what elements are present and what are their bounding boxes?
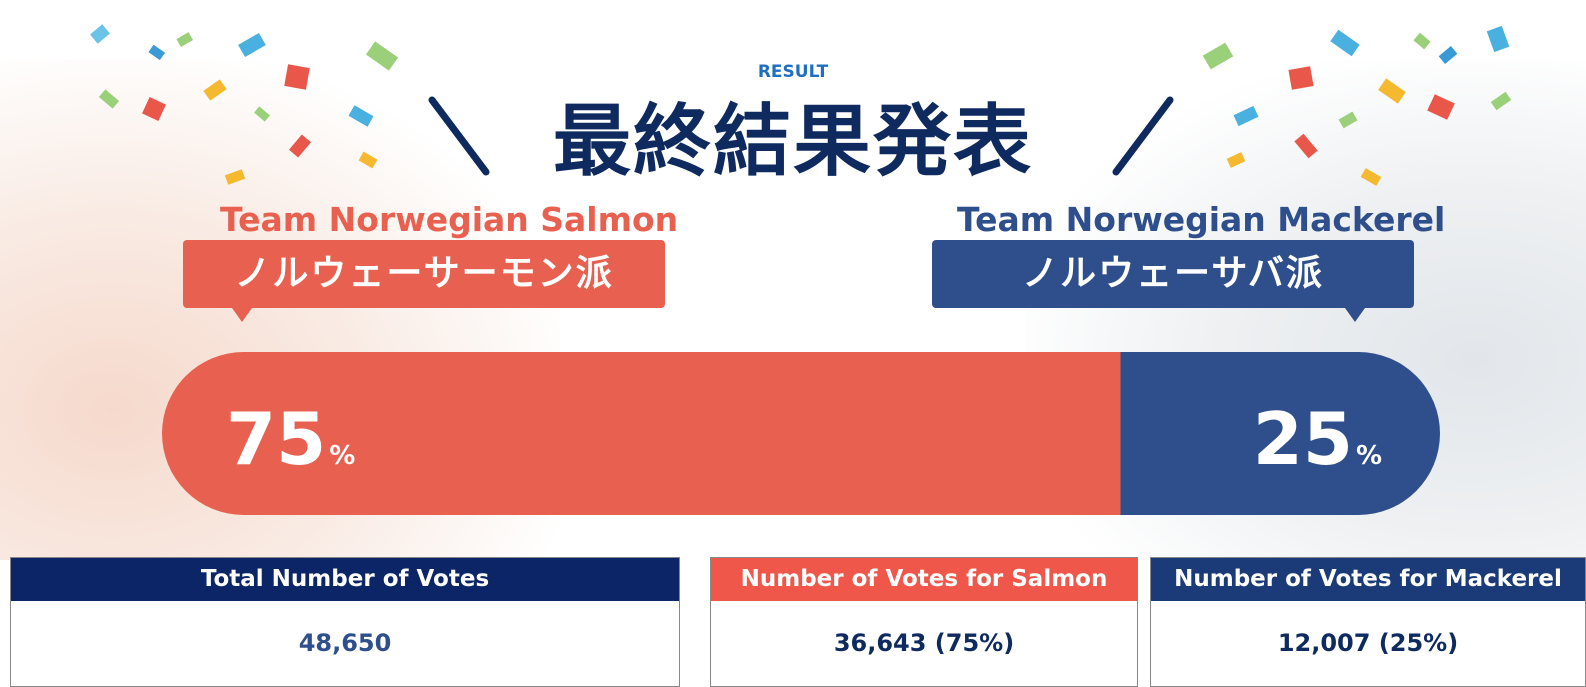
stat-header: Number of Votes for Salmon [711, 558, 1137, 601]
percent-value: 75 [226, 397, 326, 481]
stat-value: 48,650 [298, 629, 392, 657]
stat-card: Total Number of Votes 48,650 [10, 557, 680, 687]
confetti [90, 24, 1512, 186]
stat-card: Number of Votes for Salmon 36,643 (75%) [710, 557, 1138, 687]
callout-tail [232, 308, 252, 322]
split-bar: 75% 25% [162, 352, 1440, 515]
bar-segment [162, 352, 1121, 515]
stat-value: 12,007 (25%) [1277, 629, 1459, 657]
stat-header: Total Number of Votes [11, 558, 679, 601]
callout-tail [1345, 308, 1365, 322]
team-name-en: Team Norwegian Salmon [220, 200, 679, 239]
team-name-ja: ノルウェーサバ派 [932, 240, 1414, 308]
confetti-pieces [90, 24, 1512, 186]
slash-right [1112, 96, 1174, 176]
team-name-en: Team Norwegian Mackerel [957, 200, 1446, 239]
stat-header: Number of Votes for Mackerel [1151, 558, 1585, 601]
stat-card: Number of Votes for Mackerel 12,007 (25%… [1150, 557, 1586, 687]
bar-segment [1120, 352, 1440, 515]
percent-unit: % [1356, 441, 1382, 471]
percent-label: 25% [1253, 397, 1382, 481]
team-name-ja: ノルウェーサーモン派 [183, 240, 665, 308]
slash-left [428, 96, 490, 176]
percent-label: 75% [226, 397, 355, 481]
stat-value: 36,643 (75%) [833, 629, 1015, 657]
title: 最終結果発表 [552, 97, 1033, 187]
eyebrow: RESULT [757, 62, 829, 82]
percent-value: 25 [1253, 397, 1353, 481]
percent-unit: % [329, 441, 355, 471]
